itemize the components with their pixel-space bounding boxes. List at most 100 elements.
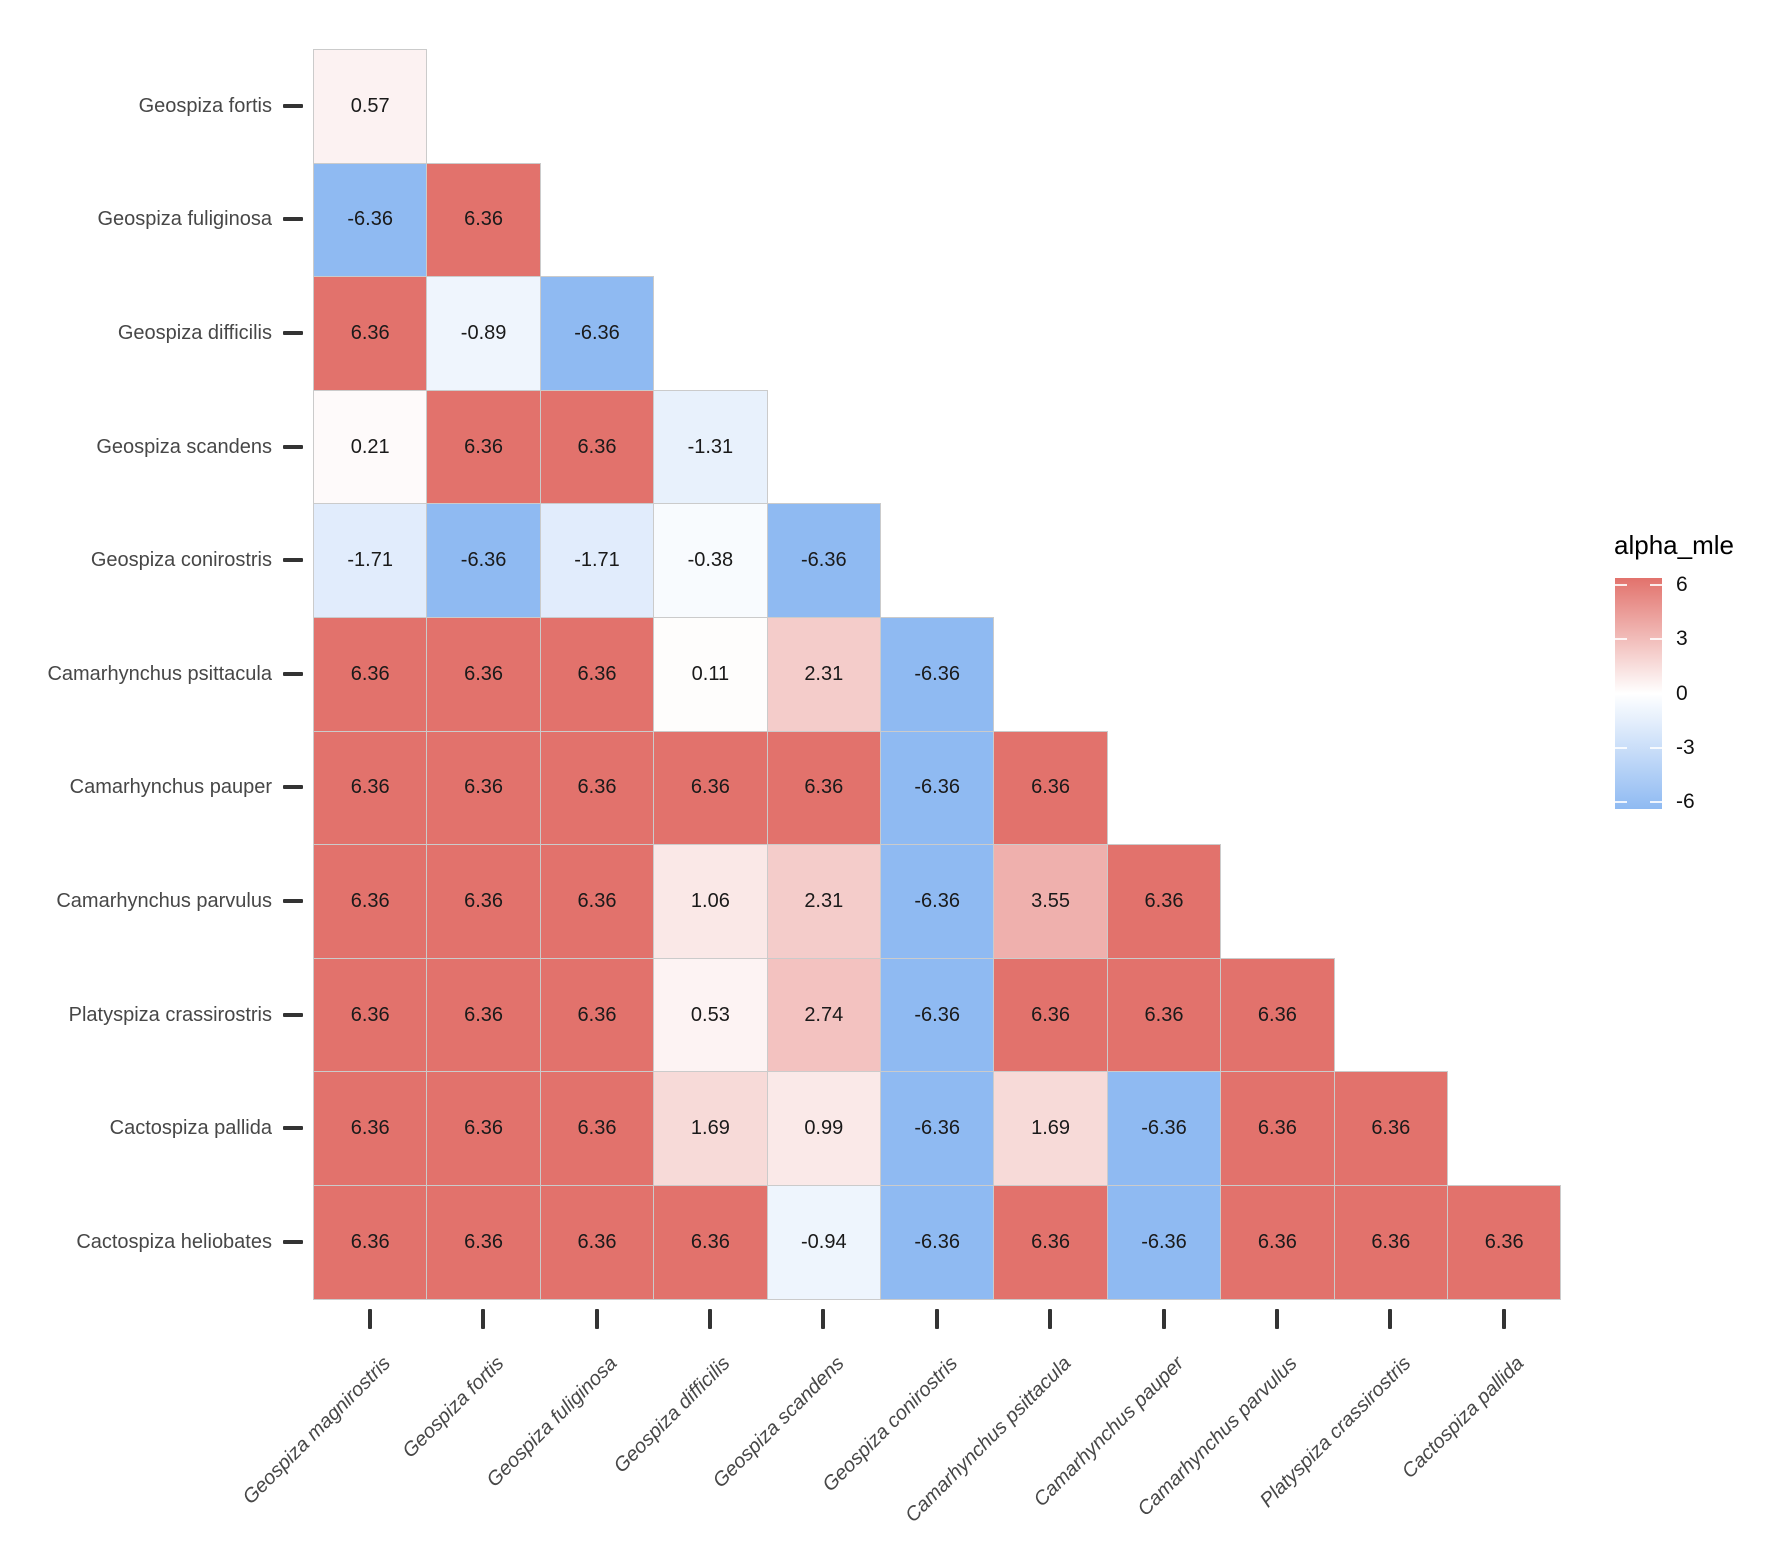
- heatmap-cell: 6.36: [766, 730, 881, 846]
- heatmap-cell: 2.31: [766, 617, 881, 732]
- legend-colorbar-tick: [1615, 638, 1627, 641]
- legend-colorbar-tick: [1615, 801, 1627, 804]
- y-axis-label: Geospiza fuliginosa: [97, 208, 272, 231]
- y-axis-label: Platyspiza crassirostris: [68, 1003, 272, 1026]
- heatmap-cell: -6.36: [539, 276, 655, 391]
- y-axis-tick: [283, 103, 303, 108]
- heatmap-cell: 6.36: [653, 1185, 768, 1300]
- heatmap-cell: 6.36: [1333, 1185, 1448, 1300]
- heatmap-cell: -1.71: [539, 503, 655, 618]
- heatmap-cell: -6.36: [313, 162, 428, 278]
- heatmap-cell: -6.36: [880, 1071, 995, 1186]
- x-axis-tick: [1161, 1308, 1166, 1329]
- heatmap-cell: 6.36: [1220, 1185, 1335, 1300]
- y-axis-tick: [283, 331, 303, 335]
- heatmap-cell: 6.36: [313, 1071, 428, 1186]
- heatmap-cell: 0.53: [653, 957, 768, 1073]
- heatmap-cell: 3.55: [993, 844, 1108, 959]
- legend-tick-label: 3: [1676, 627, 1688, 651]
- y-axis-label: Geospiza difficilis: [117, 322, 272, 344]
- heatmap-cell: 0.11: [653, 617, 768, 732]
- legend-tick-label: 6: [1676, 572, 1688, 596]
- heatmap-cell: 2.31: [766, 844, 881, 959]
- heatmap-cell: 6.36: [1220, 1071, 1335, 1186]
- heatmap-cell: 6.36: [426, 1185, 541, 1300]
- x-axis-tick: [707, 1308, 712, 1329]
- y-axis-tick: [283, 671, 303, 676]
- legend-tick-label: -3: [1676, 735, 1695, 759]
- x-axis-label: Geospiza fortis: [398, 1352, 509, 1462]
- x-axis-label: Geospiza difficilis: [610, 1352, 735, 1477]
- x-axis-tick: [1274, 1308, 1279, 1329]
- heatmap-cell: 6.36: [426, 389, 541, 505]
- legend-colorbar-tick: [1650, 746, 1662, 749]
- heatmap-cell: 6.36: [993, 730, 1108, 846]
- heatmap-cell: 6.36: [313, 844, 428, 959]
- heatmap-cell: 6.36: [1106, 844, 1222, 959]
- heatmap-cell: 6.36: [539, 1185, 655, 1300]
- x-axis-tick: [1501, 1308, 1506, 1329]
- x-axis-tick: [367, 1308, 372, 1329]
- heatmap-cell: 0.57: [313, 49, 428, 164]
- y-axis-label: Camarhynchus psittacula: [47, 662, 272, 685]
- heatmap-cell: -6.36: [880, 957, 995, 1073]
- heatmap-cell: 6.36: [313, 617, 428, 732]
- y-axis-tick: [283, 1012, 303, 1017]
- heatmap-cell: 6.36: [539, 617, 655, 732]
- heatmap-cell: 6.36: [993, 1185, 1108, 1300]
- x-axis-label: Cactospiza pallida: [1398, 1352, 1529, 1483]
- y-axis-tick: [283, 899, 303, 903]
- x-axis-tick: [481, 1308, 486, 1329]
- legend-colorbar-tick: [1615, 746, 1627, 749]
- heatmap-cell: 6.36: [313, 957, 428, 1073]
- legend-title: alpha_mle: [1614, 530, 1734, 560]
- heatmap-cell: 0.21: [313, 389, 428, 505]
- heatmap-cell: 6.36: [426, 844, 541, 959]
- y-axis-tick: [283, 558, 303, 563]
- y-axis-label: Cactospiza pallida: [109, 1117, 272, 1140]
- heatmap-cell: 6.36: [539, 844, 655, 959]
- heatmap-cell: -1.71: [313, 503, 428, 618]
- legend-tick-label: -6: [1676, 790, 1695, 814]
- heatmap-cell: 6.36: [1106, 957, 1222, 1073]
- y-axis-label: Cactospiza heliobates: [76, 1230, 272, 1253]
- y-axis-label: Geospiza fortis: [138, 94, 272, 117]
- x-axis-label: Geospiza magnirostris: [238, 1352, 395, 1509]
- heatmap-cell: 6.36: [539, 1071, 655, 1186]
- heatmap-cell: -6.36: [766, 503, 881, 618]
- heatmap-cell: -0.38: [653, 503, 768, 618]
- heatmap-cell: 6.36: [539, 389, 655, 505]
- legend-colorbar-tick: [1650, 583, 1662, 586]
- heatmap-cell: -6.36: [1106, 1185, 1222, 1300]
- y-axis-label: Camarhynchus parvulus: [56, 890, 272, 912]
- x-axis-tick: [934, 1308, 939, 1329]
- heatmap-cell: 6.36: [993, 957, 1108, 1073]
- heatmap-cell: -6.36: [880, 1185, 995, 1300]
- y-axis-tick: [283, 785, 303, 790]
- heatmap-cell: -1.31: [653, 389, 768, 505]
- x-axis-tick: [1048, 1308, 1053, 1329]
- heatmap-cell: -6.36: [426, 503, 541, 618]
- legend-colorbar-tick: [1615, 583, 1627, 586]
- heatmap-cell: 1.69: [653, 1071, 768, 1186]
- heatmap-cell: 6.36: [1333, 1071, 1448, 1186]
- heatmap-cell: 6.36: [313, 1185, 428, 1300]
- heatmap-cell: 2.74: [766, 957, 881, 1073]
- heatmap-cell: 6.36: [539, 957, 655, 1073]
- legend-colorbar-tick: [1650, 692, 1662, 695]
- heatmap-cell: 1.06: [653, 844, 768, 959]
- heatmap-cell: 6.36: [313, 276, 428, 391]
- heatmap-cell: -0.89: [426, 276, 541, 391]
- heatmap-cell: 6.36: [426, 1071, 541, 1186]
- legend-tick-label: 0: [1676, 681, 1688, 705]
- heatmap-cell: 6.36: [426, 730, 541, 846]
- heatmap-cell: -0.94: [766, 1185, 881, 1300]
- x-axis-tick: [821, 1308, 826, 1329]
- y-axis-label: Geospiza conirostris: [90, 549, 272, 572]
- x-axis-tick: [594, 1308, 599, 1329]
- heatmap-cell: 6.36: [653, 730, 768, 846]
- x-axis-tick: [1388, 1308, 1393, 1329]
- heatmap-cell: 1.69: [993, 1071, 1108, 1186]
- y-axis-tick: [283, 444, 303, 449]
